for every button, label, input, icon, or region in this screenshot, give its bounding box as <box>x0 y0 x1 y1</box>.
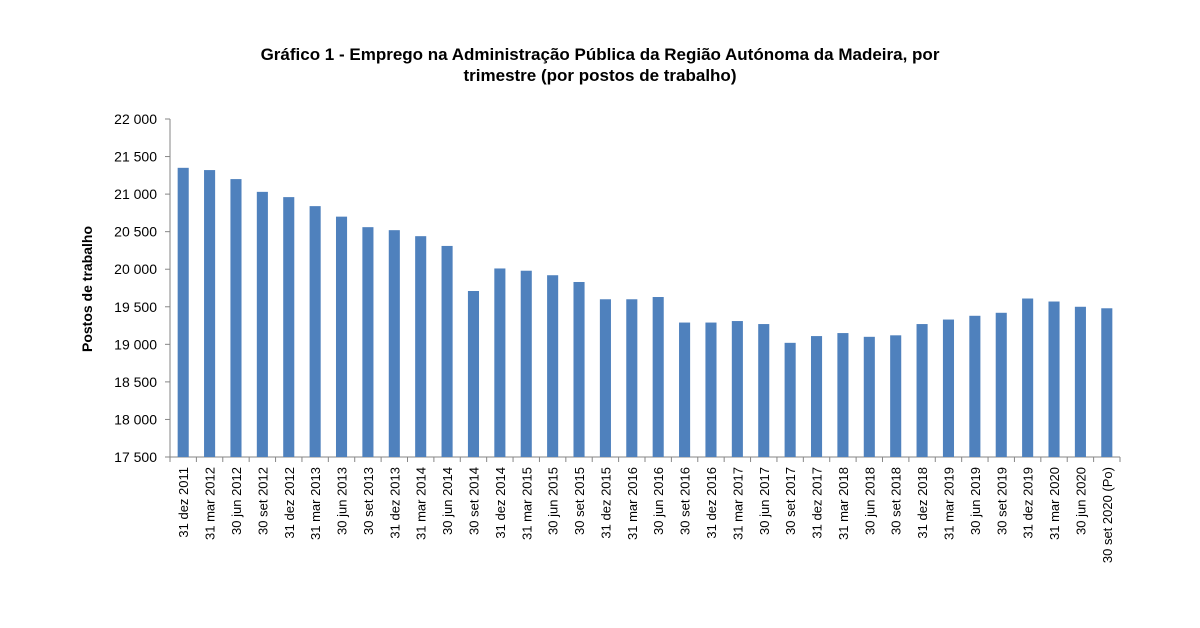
bar <box>679 322 691 457</box>
bar <box>177 167 189 458</box>
bar <box>758 324 770 457</box>
x-tick-label: 31 dez 2016 <box>704 467 719 539</box>
bar <box>916 324 928 457</box>
x-tick-label: 30 set 2014 <box>466 467 481 535</box>
bar <box>1022 298 1034 457</box>
chart-title: Gráfico 1 - Emprego na Administração Púb… <box>0 44 1200 86</box>
chart-title-line-2: trimestre (por postos de trabalho) <box>463 66 737 85</box>
x-tick-label: 31 mar 2013 <box>308 467 323 540</box>
bar <box>1048 301 1060 457</box>
bar <box>335 216 348 457</box>
bar <box>599 299 611 457</box>
x-tick-label: 30 jun 2014 <box>440 467 455 535</box>
x-axis: 31 dez 2011 31 mar 2012 30 jun 2012 30 set … <box>169 456 1121 563</box>
x-tick-label: 31 dez 2017 <box>810 467 825 539</box>
bar <box>573 281 585 457</box>
bar <box>547 275 559 457</box>
y-tick-label: 17 500 <box>114 449 157 465</box>
bar <box>837 333 849 457</box>
bar <box>731 321 743 457</box>
x-tick-label: 31 mar 2012 <box>203 467 218 540</box>
x-tick-label: 31 mar 2018 <box>836 467 851 540</box>
x-tick-label: 31 dez 2015 <box>598 467 613 539</box>
bar <box>969 315 981 457</box>
y-tick-label: 18 000 <box>114 411 157 427</box>
bar <box>890 335 902 457</box>
x-tick-label: 30 jun 2018 <box>862 467 877 535</box>
bar <box>388 230 400 457</box>
y-axis-title: Postos de trabalho <box>79 226 95 352</box>
x-tick-label: 30 set 2017 <box>783 467 798 535</box>
y-axis: 17 500 18 000 18 500 19 000 19 500 20 000 20 5… <box>114 111 171 465</box>
bar-series <box>177 167 1113 458</box>
bar <box>784 342 796 457</box>
bar <box>494 268 506 457</box>
y-tick-label: 19 000 <box>114 336 157 352</box>
y-tick-label: 21 000 <box>114 186 157 202</box>
bar <box>863 336 875 457</box>
x-tick-label: 31 mar 2016 <box>625 467 640 540</box>
bar <box>204 170 216 457</box>
x-tick-label: 30 set 2019 <box>994 467 1009 535</box>
x-tick-label: 31 mar 2014 <box>414 467 429 540</box>
x-tick-label: 30 jun 2013 <box>335 467 350 535</box>
bar <box>652 297 664 457</box>
y-tick-label: 21 500 <box>114 149 157 165</box>
bar <box>415 236 427 457</box>
bar <box>309 206 321 457</box>
x-tick-label: 31 dez 2013 <box>387 467 402 539</box>
x-tick-label: 31 dez 2011 <box>176 467 191 538</box>
bar <box>1074 306 1086 457</box>
x-tick-label: 31 mar 2015 <box>519 467 534 540</box>
y-tick-label: 19 500 <box>114 299 157 315</box>
x-tick-label: 30 set 2012 <box>255 467 270 535</box>
x-tick-label: 31 mar 2019 <box>941 467 956 540</box>
x-tick-label: 31 dez 2012 <box>282 467 297 539</box>
x-tick-label: 31 dez 2019 <box>1021 467 1036 539</box>
bar <box>626 299 638 457</box>
bar <box>705 322 717 457</box>
bar <box>467 291 480 457</box>
x-tick-label: 31 mar 2020 <box>1047 467 1062 540</box>
x-tick-label: 30 set 2018 <box>889 467 904 535</box>
x-tick-label: 30 set 2015 <box>572 467 587 535</box>
x-tick-label: 30 jun 2016 <box>651 467 666 535</box>
x-tick-label: 30 jun 2019 <box>968 467 983 535</box>
bar <box>256 191 268 457</box>
bar <box>810 336 823 457</box>
bar <box>995 312 1007 457</box>
x-tick-label: 31 dez 2018 <box>915 467 930 539</box>
chart-title-line-1: Gráfico 1 - Emprego na Administração Púb… <box>260 45 940 64</box>
y-tick-label: 18 500 <box>114 374 157 390</box>
x-tick-label: 30 set 2020 (Po) <box>1100 467 1115 563</box>
bar <box>520 270 532 457</box>
y-tick-label: 22 000 <box>114 111 157 127</box>
x-tick-label: 30 set 2016 <box>678 467 693 535</box>
bar <box>283 197 295 458</box>
x-tick-label: 30 jun 2020 <box>1073 467 1088 535</box>
x-tick-label: 30 jun 2012 <box>229 467 244 535</box>
bar <box>942 319 955 457</box>
y-tick-label: 20 500 <box>114 224 157 240</box>
y-tick-label: 20 000 <box>114 261 157 277</box>
bar <box>441 245 453 457</box>
x-tick-label: 30 jun 2017 <box>757 467 772 535</box>
x-tick-label: 31 mar 2017 <box>730 467 745 540</box>
bar <box>230 179 242 458</box>
bar <box>362 227 374 457</box>
x-tick-label: 30 jun 2015 <box>546 467 561 535</box>
x-tick-label: 31 dez 2014 <box>493 467 508 539</box>
bar <box>1101 308 1113 457</box>
x-tick-label: 30 set 2013 <box>361 467 376 535</box>
